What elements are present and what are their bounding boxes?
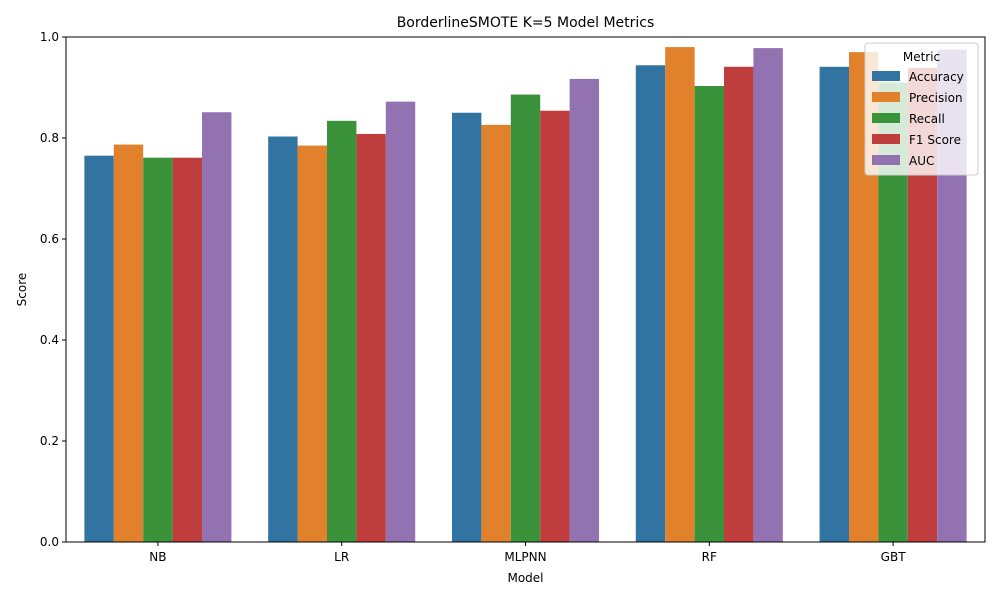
x-tick-label: LR [334, 550, 349, 564]
bar-rf-precision [665, 47, 695, 542]
x-tick-label: MLPNN [504, 550, 546, 564]
bars-layer [84, 47, 967, 543]
bar-lr-auc [385, 101, 416, 542]
bar-mlpnn-accuracy [451, 112, 482, 542]
x-tick-label: NB [149, 550, 166, 564]
bar-rf-recall [694, 85, 725, 543]
bar-mlpnn-precision [481, 124, 511, 543]
x-axis-label: Model [507, 571, 543, 585]
plot-frame [65, 36, 986, 543]
bar-mlpnn-auc [569, 78, 600, 542]
y-tick-label: 0.8 [40, 131, 59, 145]
legend-title: Metric [903, 50, 940, 64]
legend-label: AUC [909, 154, 934, 168]
bar-rf-f1-score [724, 66, 754, 543]
bar-rf-accuracy [635, 65, 666, 542]
bar-gbt-accuracy [819, 66, 849, 543]
y-axis: 0.0 0.2 0.4 0.6 0.8 1.0 [40, 30, 66, 549]
legend-swatch [872, 155, 900, 165]
legend-swatch [872, 113, 900, 123]
bar-mlpnn-recall [510, 94, 541, 542]
y-tick-label: 1.0 [40, 30, 59, 44]
chart-title: BorderlineSMOTE K=5 Model Metrics [397, 15, 655, 31]
bar-nb-f1-score [172, 157, 203, 542]
bar-mlpnn-f1-score [540, 110, 570, 542]
legend: Metric Accuracy Precision Recall F1 Score AU… [864, 42, 979, 176]
x-tick-label: RF [702, 550, 717, 564]
legend-label: F1 Score [909, 133, 961, 147]
legend-swatch [872, 71, 900, 81]
x-tick-label: GBT [881, 550, 907, 564]
y-axis-label: Score [15, 273, 29, 307]
bar-nb-recall [143, 157, 173, 542]
y-tick-label: 0.6 [40, 232, 59, 246]
legend-label: Accuracy [909, 70, 964, 84]
y-tick-label: 0.0 [40, 535, 59, 549]
bar-rf-auc [753, 48, 783, 543]
x-axis: NB LR MLPNN RF GBT [149, 542, 906, 564]
bar-nb-accuracy [84, 155, 114, 543]
bar-lr-precision [297, 145, 327, 542]
legend-swatch [872, 134, 900, 144]
legend-label: Precision [909, 91, 963, 105]
legend-label: Recall [909, 112, 945, 126]
y-tick-label: 0.4 [40, 333, 59, 347]
bar-lr-accuracy [268, 136, 298, 543]
legend-swatch [872, 92, 900, 102]
bar-nb-precision [113, 144, 144, 542]
bar-lr-f1-score [356, 133, 386, 542]
y-tick-label: 0.2 [40, 434, 59, 448]
bar-nb-auc [202, 112, 232, 543]
bar-lr-recall [326, 120, 357, 542]
